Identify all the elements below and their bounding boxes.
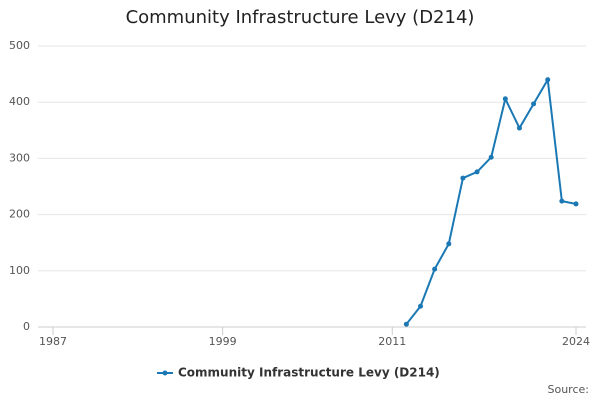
point xyxy=(432,266,438,272)
point xyxy=(531,101,537,107)
x-tick-label: 2011 xyxy=(378,335,406,348)
y-tick-label: 500 xyxy=(9,39,30,52)
x-tick-label: 2024 xyxy=(562,335,590,348)
point xyxy=(460,175,466,181)
point xyxy=(516,125,522,131)
point xyxy=(545,77,551,83)
point xyxy=(559,198,565,204)
source: Source: xyxy=(548,383,590,396)
x-tick-label: 1999 xyxy=(209,335,237,348)
point xyxy=(474,169,480,175)
chart-title: Community Infrastructure Levy (D214) xyxy=(126,7,475,28)
point xyxy=(573,201,579,207)
point xyxy=(446,241,452,247)
point xyxy=(502,96,508,102)
line xyxy=(405,76,577,325)
y-tick-label: 0 xyxy=(23,320,30,333)
point xyxy=(418,303,424,309)
y-tick-label: 300 xyxy=(9,151,30,164)
legend-label: Community Infrastructure Levy (D214) xyxy=(178,366,440,380)
point xyxy=(403,321,409,327)
y-tick-label: 400 xyxy=(9,95,30,108)
x-tick-label: 1987 xyxy=(39,335,67,348)
legend-marker xyxy=(162,370,168,376)
y-tick-label: 100 xyxy=(9,264,30,277)
point xyxy=(488,154,494,160)
y-tick-label: 200 xyxy=(9,208,30,221)
